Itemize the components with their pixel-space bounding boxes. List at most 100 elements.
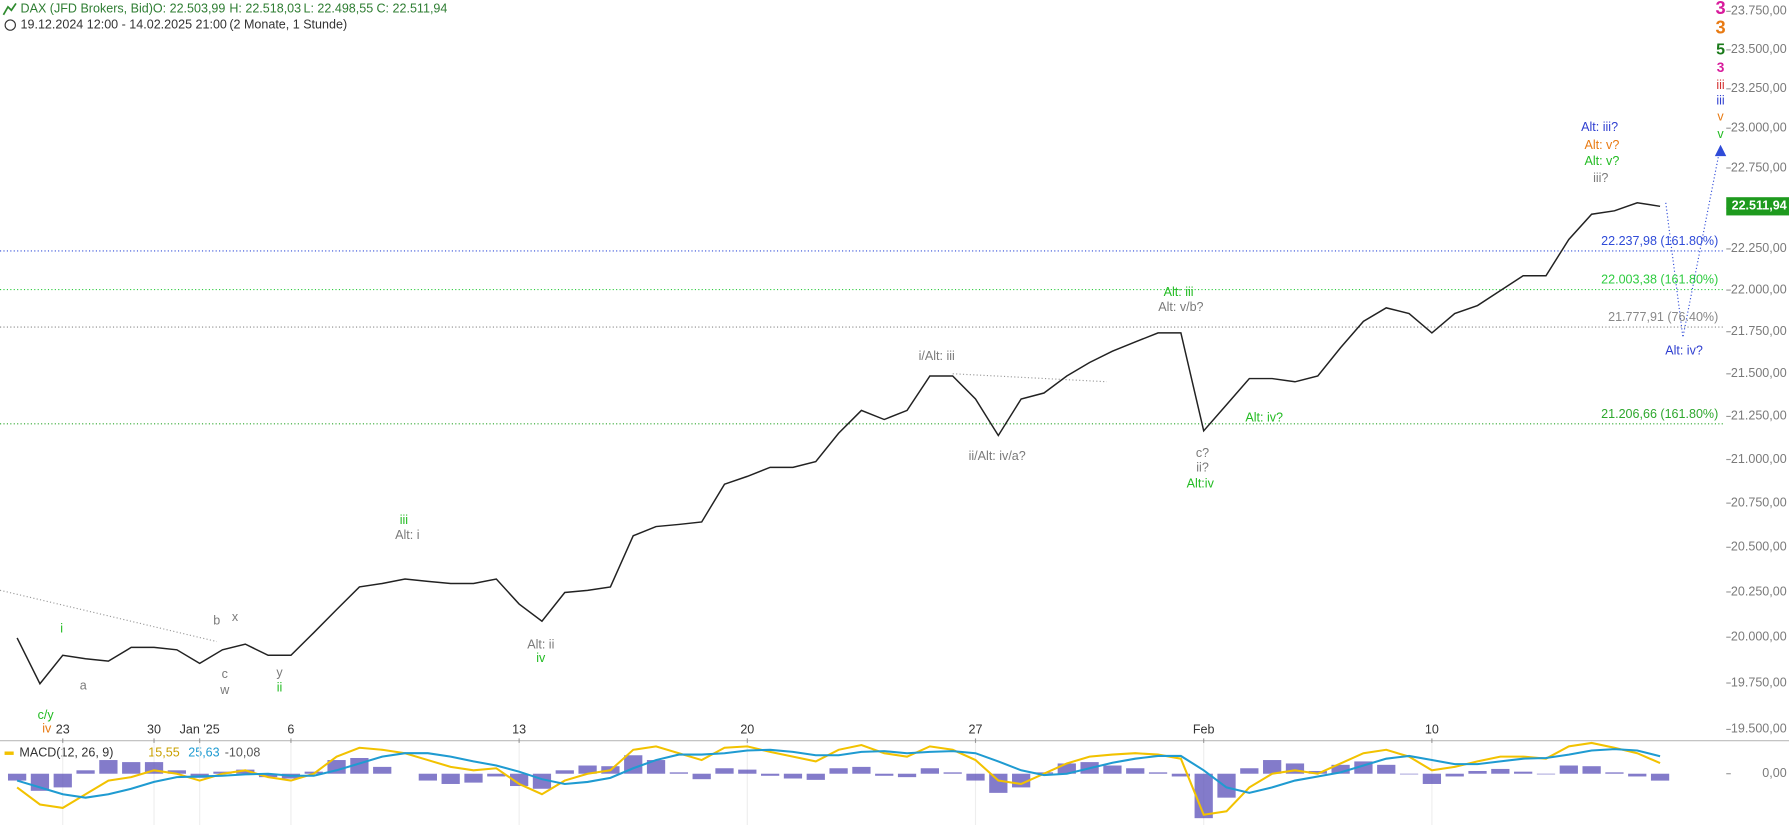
histogram-bar: [167, 770, 186, 774]
histogram-bar: [1285, 763, 1305, 774]
histogram-bar: [1240, 768, 1259, 774]
high: H: 22.518,03: [229, 1, 301, 15]
wave-label: y: [276, 666, 283, 680]
histogram-bar: [1628, 773, 1647, 777]
histogram-bar: [555, 770, 574, 774]
projection-arrow: [1714, 144, 1727, 157]
trend-line: [952, 373, 1107, 383]
histogram-bar: [1536, 773, 1556, 775]
y-tick-label: 21.000,00: [1731, 452, 1787, 466]
histogram-last: -10,08: [225, 746, 261, 760]
wave-label: ii/Alt: iv/a?: [969, 449, 1026, 463]
histogram-bar: [897, 773, 917, 778]
histogram-bar: [53, 773, 72, 788]
x-tick-label: Feb: [1193, 723, 1215, 737]
wave-label: v: [1717, 127, 1724, 141]
histogram-bar: [1194, 773, 1213, 819]
histogram-bar: [1582, 766, 1601, 774]
histogram-bar: [441, 773, 460, 784]
histogram-bar: [943, 772, 962, 774]
histogram-bar: [1399, 773, 1419, 775]
x-tick-label: 10: [1425, 723, 1439, 737]
x-tick-label: 13: [512, 723, 526, 737]
histogram-bar: [99, 760, 118, 774]
histogram-bar: [464, 773, 483, 783]
wave-label: a: [80, 678, 87, 692]
histogram-bar: [692, 773, 711, 780]
histogram-bar: [76, 770, 95, 774]
histogram-bar: [852, 766, 871, 774]
histogram-bar: [738, 769, 757, 774]
wave-label: ii?: [1196, 461, 1209, 475]
x-tick-label: 27: [969, 723, 983, 737]
wave-label: Alt: v?: [1584, 154, 1619, 168]
y-tick-label: 23.500,00: [1731, 42, 1787, 56]
level-label: 21.206,66 (161.80%): [1601, 407, 1718, 421]
histogram-bar: [1126, 768, 1145, 774]
wave-label: v: [1717, 110, 1724, 124]
histogram-bar: [669, 772, 688, 774]
level-label: 21.777,91 (76.40%): [1608, 310, 1718, 324]
y-tick-label: 20.000,00: [1731, 630, 1787, 644]
histogram-bar: [258, 773, 278, 778]
level-label: 22.003,38 (161.80%): [1601, 273, 1718, 287]
histogram-bar: [1377, 764, 1396, 774]
price-line: [16, 201, 1661, 686]
wave-label: Alt: iv?: [1665, 343, 1703, 357]
x-tick-label: 6: [287, 723, 294, 737]
histogram-bar: [1514, 771, 1533, 774]
x-tick-label: 23: [56, 723, 70, 737]
x-tick-label: Jan '25: [180, 723, 220, 737]
histogram-bar: [783, 773, 803, 779]
histogram-bar: [1308, 770, 1327, 774]
wave-label: x: [232, 610, 239, 624]
histogram-bar: [1445, 773, 1464, 777]
y-tick-label: 19.500,00: [1731, 722, 1787, 736]
wave-label: Alt: iii: [1164, 285, 1194, 299]
wave-label: ii: [277, 681, 283, 695]
histogram-bar: [1171, 773, 1191, 777]
wave-label: Alt: iv?: [1245, 411, 1283, 425]
signal-last: 25,63: [188, 746, 219, 760]
x-tick-label: 20: [740, 723, 754, 737]
wave-label: w: [219, 683, 230, 697]
y-tick-label: 20.750,00: [1731, 495, 1787, 509]
wave-label: 3: [1715, 16, 1725, 37]
wave-label: c: [222, 667, 228, 681]
histogram-bar: [920, 768, 939, 774]
projection-path: [1665, 157, 1719, 338]
y-tick-label: 21.500,00: [1731, 366, 1787, 380]
histogram-bar: [1605, 772, 1624, 774]
wave-label: iii?: [1593, 171, 1608, 185]
wave-label: Alt: ii: [527, 637, 554, 651]
y-tick-label: 20.500,00: [1731, 540, 1787, 554]
histogram-bar: [646, 760, 666, 774]
histogram-bar: [373, 766, 392, 774]
wave-label: i/Alt: iii: [919, 349, 955, 363]
histogram-bar: [875, 773, 894, 776]
histogram-bar: [1103, 765, 1122, 774]
wave-label: i: [60, 621, 63, 635]
wave-label: b: [213, 613, 220, 627]
period: (2 Monate, 1 Stunde): [229, 17, 347, 31]
level-label: 22.237,98 (161.80%): [1601, 234, 1718, 248]
histogram-bar: [327, 760, 346, 774]
histogram-bar: [989, 773, 1008, 793]
wave-label: Alt: v/b?: [1158, 300, 1203, 314]
wave-label: iii: [1716, 94, 1724, 108]
histogram-bar: [1057, 763, 1076, 774]
histogram-bar: [1559, 765, 1578, 774]
histogram-bar: [1263, 760, 1282, 774]
wave-label: 3: [1717, 60, 1725, 75]
y-tick-label: 22.750,00: [1731, 160, 1787, 174]
wave-label: c/y: [38, 708, 55, 722]
histogram-bar: [578, 765, 597, 774]
y-tick-label: 22.000,00: [1731, 282, 1787, 296]
macd-line: [16, 748, 1661, 799]
histogram-bar: [418, 773, 437, 781]
last-price-tag: [1726, 197, 1789, 216]
histogram-bar: [966, 773, 985, 781]
wave-label: Alt: v?: [1584, 138, 1619, 152]
histogram-bar: [510, 773, 529, 787]
